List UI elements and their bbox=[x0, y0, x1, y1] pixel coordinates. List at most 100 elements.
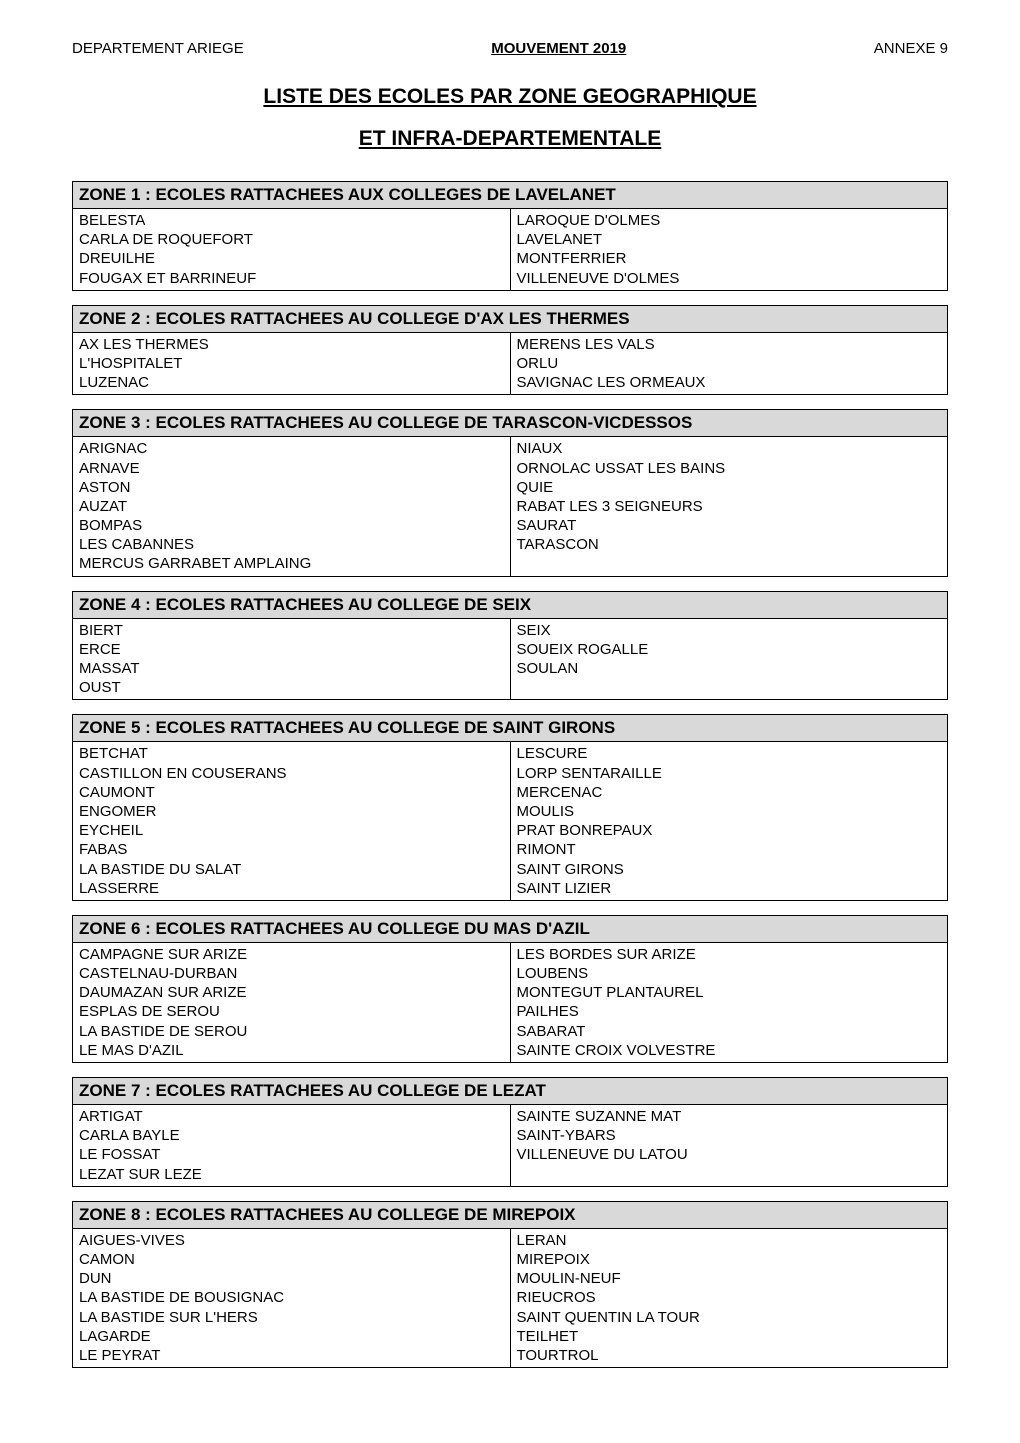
school-item: ERCE bbox=[79, 640, 504, 659]
school-item: BELESTA bbox=[79, 211, 504, 230]
zone-right-column: NIAUXORNOLAC USSAT LES BAINSQUIERABAT LE… bbox=[510, 437, 948, 576]
school-item: SAINT QUENTIN LA TOUR bbox=[517, 1308, 942, 1327]
zone-heading: ZONE 3 : ECOLES RATTACHEES AU COLLEGE DE… bbox=[73, 410, 948, 437]
zones-container: ZONE 1 : ECOLES RATTACHEES AUX COLLEGES … bbox=[72, 181, 948, 1368]
school-item: ARNAVE bbox=[79, 459, 504, 478]
school-item: ENGOMER bbox=[79, 802, 504, 821]
school-item: LASSERRE bbox=[79, 879, 504, 898]
school-item: LESCURE bbox=[517, 744, 942, 763]
school-item: VILLENEUVE D'OLMES bbox=[517, 269, 942, 288]
school-item: L'HOSPITALET bbox=[79, 354, 504, 373]
school-item: MOULIN-NEUF bbox=[517, 1269, 942, 1288]
school-item: LES CABANNES bbox=[79, 535, 504, 554]
zone-table: ZONE 8 : ECOLES RATTACHEES AU COLLEGE DE… bbox=[72, 1201, 948, 1368]
zone-table: ZONE 6 : ECOLES RATTACHEES AU COLLEGE DU… bbox=[72, 915, 948, 1063]
school-item: LA BASTIDE DU SALAT bbox=[79, 860, 504, 879]
school-item: SOULAN bbox=[517, 659, 942, 678]
school-item: CAUMONT bbox=[79, 783, 504, 802]
zone-heading: ZONE 6 : ECOLES RATTACHEES AU COLLEGE DU… bbox=[73, 915, 948, 942]
school-item: DREUILHE bbox=[79, 249, 504, 268]
school-item: LOUBENS bbox=[517, 964, 942, 983]
school-item: ASTON bbox=[79, 478, 504, 497]
school-item: ARIGNAC bbox=[79, 439, 504, 458]
school-item: CASTILLON EN COUSERANS bbox=[79, 764, 504, 783]
school-item: OUST bbox=[79, 678, 504, 697]
school-item: MOULIS bbox=[517, 802, 942, 821]
school-item: CAMPAGNE SUR ARIZE bbox=[79, 945, 504, 964]
school-item: PRAT BONREPAUX bbox=[517, 821, 942, 840]
school-item: SAINT LIZIER bbox=[517, 879, 942, 898]
school-item: CAMON bbox=[79, 1250, 504, 1269]
school-item: VILLENEUVE DU LATOU bbox=[517, 1145, 942, 1164]
header-center: MOUVEMENT 2019 bbox=[491, 40, 626, 57]
page-title: LISTE DES ECOLES PAR ZONE GEOGRAPHIQUE bbox=[72, 85, 948, 109]
school-item: BIERT bbox=[79, 621, 504, 640]
school-item: SAINT-YBARS bbox=[517, 1126, 942, 1145]
zone-left-column: BIERTERCEMASSATOUST bbox=[73, 618, 511, 700]
school-item: LES BORDES SUR ARIZE bbox=[517, 945, 942, 964]
zone-table: ZONE 5 : ECOLES RATTACHEES AU COLLEGE DE… bbox=[72, 714, 948, 901]
zone-right-column: SAINTE SUZANNE MATSAINT-YBARSVILLENEUVE … bbox=[510, 1105, 948, 1187]
school-item: AUZAT bbox=[79, 497, 504, 516]
school-item: CARLA DE ROQUEFORT bbox=[79, 230, 504, 249]
zone-left-column: ARTIGATCARLA BAYLELE FOSSATLEZAT SUR LEZ… bbox=[73, 1105, 511, 1187]
school-item: LAVELANET bbox=[517, 230, 942, 249]
school-item: LERAN bbox=[517, 1231, 942, 1250]
school-item: FOUGAX ET BARRINEUF bbox=[79, 269, 504, 288]
zone-heading: ZONE 1 : ECOLES RATTACHEES AUX COLLEGES … bbox=[73, 182, 948, 209]
zone-heading: ZONE 4 : ECOLES RATTACHEES AU COLLEGE DE… bbox=[73, 591, 948, 618]
school-item: ORNOLAC USSAT LES BAINS bbox=[517, 459, 942, 478]
school-item: LUZENAC bbox=[79, 373, 504, 392]
school-item: SOUEIX ROGALLE bbox=[517, 640, 942, 659]
school-item: MASSAT bbox=[79, 659, 504, 678]
zone-right-column: LAROQUE D'OLMESLAVELANETMONTFERRIERVILLE… bbox=[510, 209, 948, 291]
page-container: DEPARTEMENT ARIEGE MOUVEMENT 2019 ANNEXE… bbox=[0, 0, 1020, 1422]
header-left: DEPARTEMENT ARIEGE bbox=[72, 40, 244, 57]
school-item: ESPLAS DE SEROU bbox=[79, 1002, 504, 1021]
zone-left-column: AX LES THERMESL'HOSPITALETLUZENAC bbox=[73, 332, 511, 395]
school-item: LA BASTIDE DE BOUSIGNAC bbox=[79, 1288, 504, 1307]
school-item: LE PEYRAT bbox=[79, 1346, 504, 1365]
zone-left-column: BETCHATCASTILLON EN COUSERANSCAUMONTENGO… bbox=[73, 742, 511, 901]
school-item: MERENS LES VALS bbox=[517, 335, 942, 354]
school-item: DAUMAZAN SUR ARIZE bbox=[79, 983, 504, 1002]
school-item: ARTIGAT bbox=[79, 1107, 504, 1126]
zone-table: ZONE 7 : ECOLES RATTACHEES AU COLLEGE DE… bbox=[72, 1077, 948, 1187]
school-item: MONTFERRIER bbox=[517, 249, 942, 268]
zone-table: ZONE 2 : ECOLES RATTACHEES AU COLLEGE D'… bbox=[72, 305, 948, 396]
school-item: RABAT LES 3 SEIGNEURS bbox=[517, 497, 942, 516]
school-item: SAINTE SUZANNE MAT bbox=[517, 1107, 942, 1126]
zone-right-column: MERENS LES VALSORLUSAVIGNAC LES ORMEAUX bbox=[510, 332, 948, 395]
school-item: LA BASTIDE SUR L'HERS bbox=[79, 1308, 504, 1327]
school-item: MERCUS GARRABET AMPLAING bbox=[79, 554, 504, 573]
school-item: LA BASTIDE DE SEROU bbox=[79, 1022, 504, 1041]
zone-heading: ZONE 2 : ECOLES RATTACHEES AU COLLEGE D'… bbox=[73, 305, 948, 332]
school-item: BETCHAT bbox=[79, 744, 504, 763]
school-item: RIMONT bbox=[517, 840, 942, 859]
school-item: SAINT GIRONS bbox=[517, 860, 942, 879]
zone-heading: ZONE 8 : ECOLES RATTACHEES AU COLLEGE DE… bbox=[73, 1201, 948, 1228]
school-item: TARASCON bbox=[517, 535, 942, 554]
zone-right-column: LES BORDES SUR ARIZELOUBENSMONTEGUT PLAN… bbox=[510, 942, 948, 1062]
school-item: SAINTE CROIX VOLVESTRE bbox=[517, 1041, 942, 1060]
school-item: TOURTROL bbox=[517, 1346, 942, 1365]
school-item: FABAS bbox=[79, 840, 504, 859]
school-item: AX LES THERMES bbox=[79, 335, 504, 354]
school-item: LORP SENTARAILLE bbox=[517, 764, 942, 783]
zone-left-column: CAMPAGNE SUR ARIZECASTELNAU-DURBANDAUMAZ… bbox=[73, 942, 511, 1062]
page-header: DEPARTEMENT ARIEGE MOUVEMENT 2019 ANNEXE… bbox=[72, 40, 948, 57]
school-item: LEZAT SUR LEZE bbox=[79, 1165, 504, 1184]
school-item: NIAUX bbox=[517, 439, 942, 458]
school-item: BOMPAS bbox=[79, 516, 504, 535]
school-item: TEILHET bbox=[517, 1327, 942, 1346]
school-item: PAILHES bbox=[517, 1002, 942, 1021]
zone-right-column: LESCURELORP SENTARAILLEMERCENACMOULISPRA… bbox=[510, 742, 948, 901]
school-item: SAURAT bbox=[517, 516, 942, 535]
school-item: SABARAT bbox=[517, 1022, 942, 1041]
page-subtitle: ET INFRA-DEPARTEMENTALE bbox=[72, 127, 948, 151]
school-item: CASTELNAU-DURBAN bbox=[79, 964, 504, 983]
school-item: SEIX bbox=[517, 621, 942, 640]
zone-left-column: ARIGNACARNAVEASTONAUZATBOMPASLES CABANNE… bbox=[73, 437, 511, 576]
school-item: QUIE bbox=[517, 478, 942, 497]
zone-table: ZONE 3 : ECOLES RATTACHEES AU COLLEGE DE… bbox=[72, 409, 948, 576]
